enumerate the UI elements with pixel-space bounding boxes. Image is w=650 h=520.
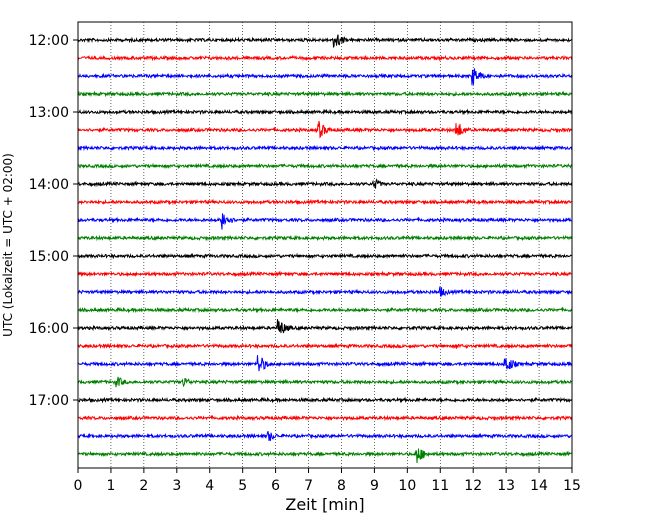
trace-line-1530 bbox=[77, 286, 573, 297]
trace-line-1700 bbox=[77, 396, 573, 404]
x-tick-label: 15 bbox=[563, 478, 581, 494]
trace-line-1615 bbox=[77, 342, 573, 350]
y-tick-label: 12:00 bbox=[29, 33, 69, 49]
trace-line-1230 bbox=[77, 68, 573, 86]
trace-line-1200 bbox=[77, 34, 573, 49]
trace-line-1445 bbox=[77, 234, 573, 242]
x-tick-label: 6 bbox=[271, 478, 280, 494]
y-tick-label: 17:00 bbox=[29, 393, 69, 409]
trace-line-1515 bbox=[77, 270, 573, 278]
trace-line-1245 bbox=[77, 90, 573, 98]
x-tick-label: 2 bbox=[139, 478, 148, 494]
trace-line-1300 bbox=[77, 108, 573, 116]
y-tick-label: 15:00 bbox=[29, 249, 69, 265]
trace-line-1630 bbox=[77, 355, 573, 372]
plot-frame bbox=[77, 21, 573, 469]
x-tick-label: 9 bbox=[370, 478, 379, 494]
x-tick-label: 11 bbox=[431, 478, 449, 494]
y-tick-label: 16:00 bbox=[29, 321, 69, 337]
y-axis-ticks: 12:00 13:00 14:00 15:00 16:00 17:00 bbox=[29, 33, 78, 409]
trace-line-1345 bbox=[77, 162, 573, 170]
x-tick-label: 0 bbox=[74, 478, 83, 494]
trace-line-1430 bbox=[77, 213, 573, 230]
trace-line-1500 bbox=[77, 252, 573, 260]
x-tick-label: 7 bbox=[304, 478, 313, 494]
x-tick-label: 3 bbox=[172, 478, 181, 494]
y-tick-label: 14:00 bbox=[29, 177, 69, 193]
trace-line-1730 bbox=[77, 431, 573, 442]
trace-line-1415 bbox=[77, 198, 573, 206]
trace-lines bbox=[77, 34, 573, 464]
trace-line-1315 bbox=[77, 120, 573, 139]
x-tick-label: 14 bbox=[530, 478, 548, 494]
grid-lines bbox=[110, 22, 540, 468]
x-tick-label: 4 bbox=[205, 478, 214, 494]
x-tick-label: 13 bbox=[497, 478, 515, 494]
trace-line-1330 bbox=[77, 144, 573, 152]
x-tick-label: 8 bbox=[337, 478, 346, 494]
trace-line-1400 bbox=[77, 178, 573, 189]
trace-line-1745 bbox=[77, 448, 573, 464]
trace-line-1215 bbox=[77, 54, 573, 62]
x-tick-label: 12 bbox=[464, 478, 482, 494]
x-axis-ticks: 0 1 2 3 4 5 6 7 8 9 10 11 12 13 14 15 bbox=[74, 468, 581, 494]
x-axis-label: Zeit [min] bbox=[285, 495, 364, 514]
trace-line-1600 bbox=[77, 319, 573, 334]
x-tick-label: 10 bbox=[398, 478, 416, 494]
x-tick-label: 5 bbox=[238, 478, 247, 494]
x-tick-label: 1 bbox=[106, 478, 115, 494]
trace-line-1545 bbox=[77, 306, 573, 314]
trace-line-1645 bbox=[77, 376, 573, 388]
y-axis-label: UTC (Lokalzeit = UTC + 02:00) bbox=[1, 153, 15, 337]
trace-line-1715 bbox=[77, 414, 573, 422]
y-tick-label: 13:00 bbox=[29, 105, 69, 121]
